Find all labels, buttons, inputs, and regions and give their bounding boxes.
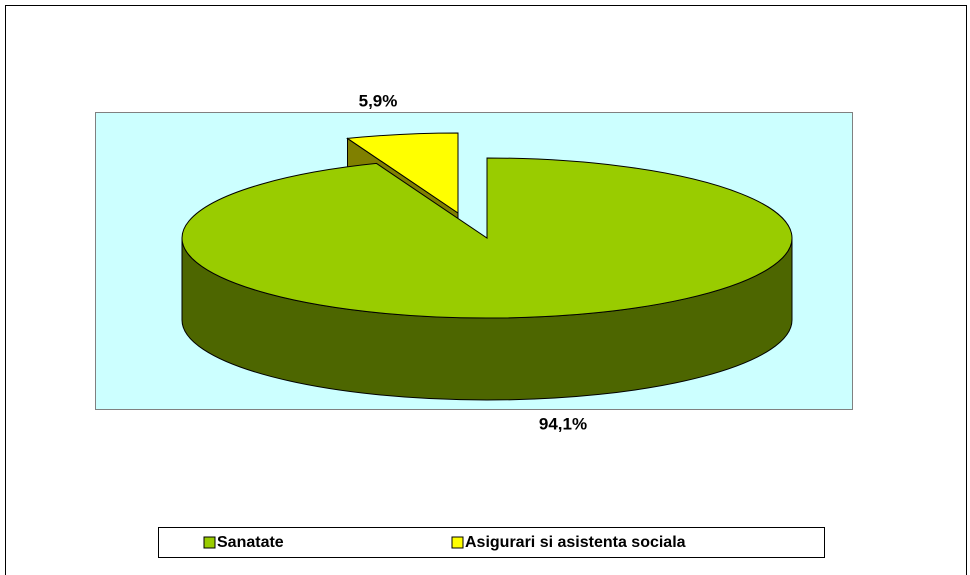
slice: [346, 132, 459, 214]
slice: [181, 157, 793, 319]
data-label: 5,9%: [359, 91, 398, 110]
legend-label: Asigurari si asistenta sociala: [465, 534, 686, 551]
legend-label: Sanatate: [217, 534, 284, 551]
legend-box: [158, 527, 825, 558]
data-label: 94,1%: [539, 414, 587, 433]
legend-swatch: [451, 536, 464, 549]
legend-swatch: [203, 536, 216, 549]
